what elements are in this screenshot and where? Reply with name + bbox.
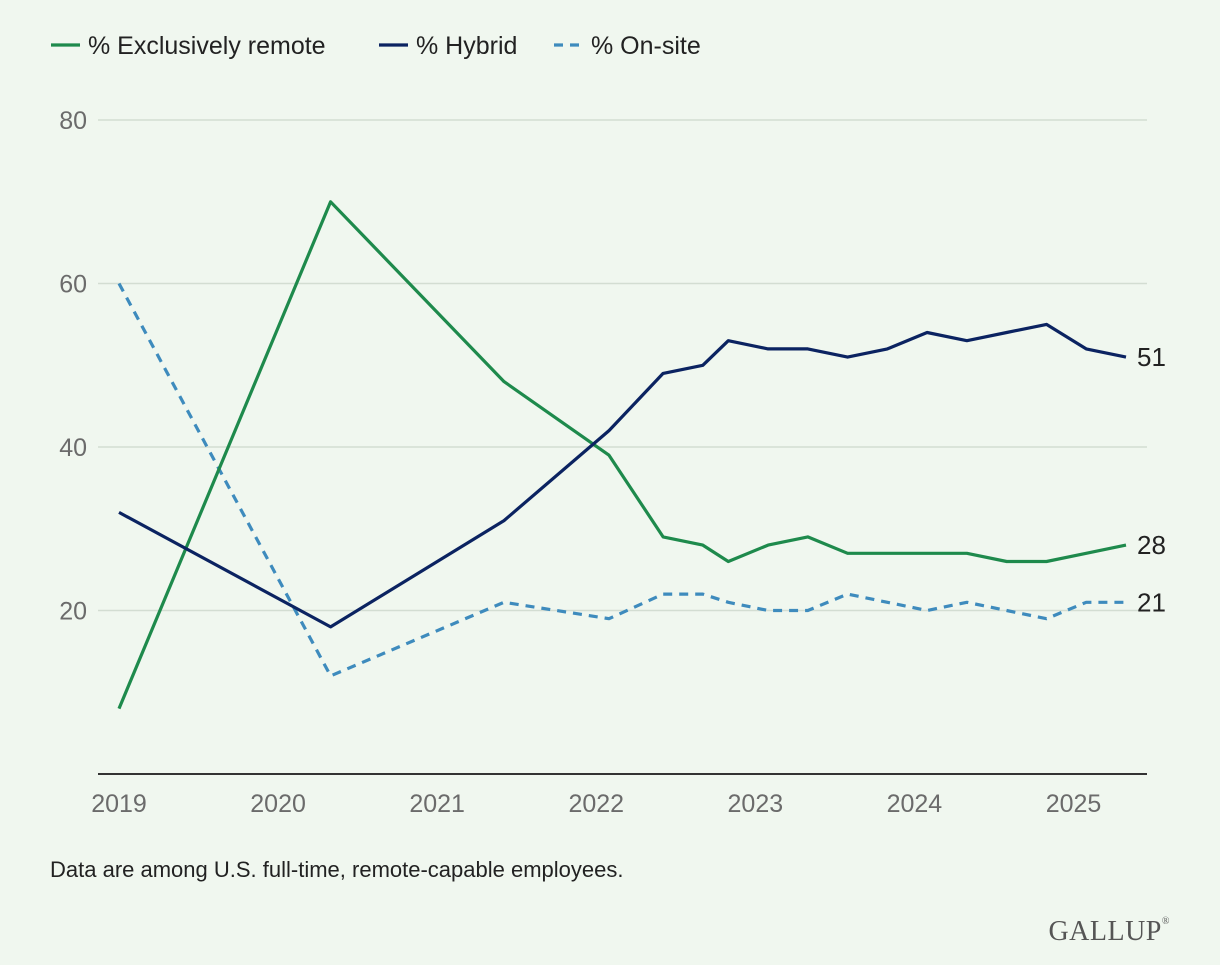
legend: % Exclusively remote % Hybrid % On-site: [51, 32, 701, 60]
gallup-logo: GALLUP®: [1048, 916, 1170, 948]
y-tick-label-40: 40: [59, 434, 87, 462]
x-tick-label-2022: 2022: [568, 790, 624, 818]
y-axis-ticks: 20 40 60 80: [59, 107, 87, 626]
legend-label-0: % Exclusively remote: [88, 32, 326, 60]
end-label-51: 51: [1137, 342, 1166, 372]
x-axis-ticks: 2019 2020 2021 2022 2023 2024 2025: [91, 790, 1101, 818]
end-label-28: 28: [1137, 530, 1166, 560]
legend-label-2: % On-site: [591, 32, 701, 60]
series-line-on-site: [117, 282, 1126, 678]
x-tick-label-2019: 2019: [91, 790, 147, 818]
end-label-21: 21: [1137, 587, 1166, 617]
y-tick-label-80: 80: [59, 107, 87, 135]
footnote: Data are among U.S. full-time, remote-ca…: [50, 857, 624, 882]
x-tick-label-2023: 2023: [728, 790, 784, 818]
end-labels: 28 51 21: [1137, 342, 1166, 617]
x-tick-label-2021: 2021: [409, 790, 465, 818]
line-chart: % Exclusively remote % Hybrid % On-site 20…: [51, 32, 1166, 818]
logo-text: GALLUP: [1048, 916, 1162, 947]
series-line-exclusively-remote: [117, 200, 1127, 710]
series-line-hybrid: [118, 322, 1127, 629]
gridlines: [98, 119, 1147, 612]
legend-label-1: % Hybrid: [416, 32, 517, 60]
y-tick-label-60: 60: [59, 271, 87, 299]
x-tick-label-2024: 2024: [887, 790, 943, 818]
x-tick-label-2020: 2020: [250, 790, 306, 818]
x-tick-label-2025: 2025: [1046, 790, 1102, 818]
registered-mark: ®: [1161, 916, 1170, 927]
series-lines: [117, 200, 1127, 710]
y-tick-label-20: 20: [59, 598, 87, 626]
